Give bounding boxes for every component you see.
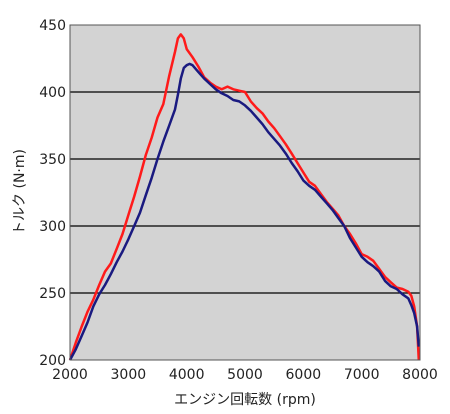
plot-area: [70, 25, 420, 360]
x-tick-label: 4000: [169, 367, 205, 383]
y-tick-label: 350: [39, 152, 66, 168]
y-tick-label: 250: [39, 286, 66, 302]
series-lines: [68, 33, 421, 361]
x-axis-label: エンジン回転数 (rpm): [174, 392, 316, 408]
x-tick-labels: 2000 3000 4000 5000 6000 7000 8000: [52, 367, 438, 383]
x-tick-label: 7000: [344, 367, 380, 383]
x-tick-label: 3000: [111, 367, 147, 383]
series-line-1: [68, 33, 421, 361]
x-tick-label: 8000: [402, 367, 438, 383]
y-axis-label: トルク (N·m): [12, 149, 28, 235]
series-line-2: [68, 62, 421, 361]
x-tick-label: 5000: [227, 367, 263, 383]
plot-border: [69, 24, 421, 361]
y-tick-labels: 200 250 300 350 400 450: [39, 18, 66, 369]
y-tick-label: 400: [39, 85, 66, 101]
x-tick-label: 6000: [286, 367, 322, 383]
x-tick-label: 2000: [52, 367, 88, 383]
y-tick-label: 300: [39, 219, 66, 235]
y-tick-label: 200: [39, 353, 66, 369]
y-tick-label: 450: [39, 18, 66, 34]
